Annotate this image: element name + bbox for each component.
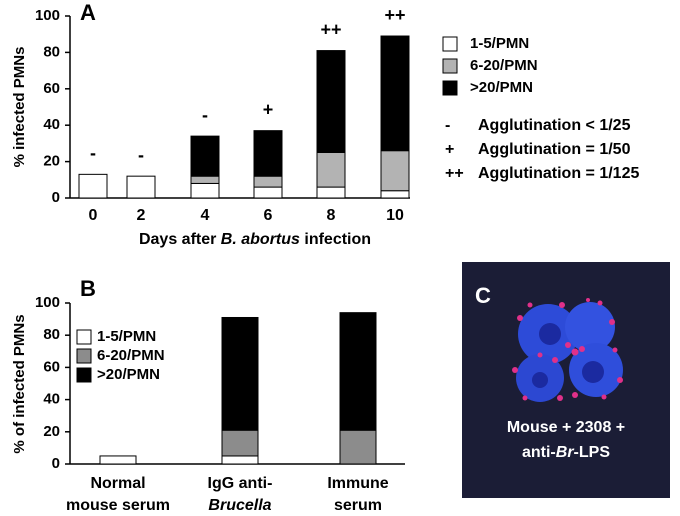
- y-tick-label: 0: [52, 455, 60, 472]
- micrograph-background: [462, 262, 670, 498]
- x-tick-label: Brucella: [208, 497, 271, 514]
- caption: Mouse + 2308 +: [507, 419, 625, 436]
- x-axis-label-part: B. abortus: [221, 231, 300, 248]
- bar-segment: [99, 455, 137, 465]
- bar-segment: [339, 429, 377, 465]
- legend-swatch: [442, 58, 458, 74]
- bar-segment: [253, 130, 283, 177]
- x-tick-label: mouse serum: [66, 497, 170, 514]
- bar-segment: [221, 429, 259, 457]
- bar-segment: [190, 182, 220, 199]
- legend-swatch: [76, 348, 92, 364]
- legend-label: >20/PMN: [97, 366, 160, 383]
- legend-swatch: [76, 367, 92, 383]
- x-tick-label: 4: [201, 207, 210, 224]
- y-tick-label: 40: [43, 391, 60, 408]
- legend-label: 6-20/PMN: [97, 347, 165, 364]
- bar-segment: [316, 186, 346, 199]
- image-panel: C Mouse + 2308 + anti-Br-LPS: [462, 262, 670, 498]
- x-tick-label: serum: [334, 497, 382, 514]
- legend-label: 1-5/PMN: [470, 35, 529, 52]
- x-axis-label-part: infection: [300, 231, 371, 248]
- panel-label: C: [475, 283, 491, 308]
- agglutination-annotation: -: [90, 143, 96, 163]
- x-tick-label: 2: [137, 207, 146, 224]
- agglutination-annotation: -: [202, 105, 208, 125]
- legend-swatch: [76, 329, 92, 345]
- y-tick-label: 100: [35, 7, 60, 24]
- x-tick-label: 10: [386, 207, 404, 224]
- y-tick-label: 80: [43, 326, 60, 343]
- key-text: Agglutination = 1/50: [478, 141, 631, 158]
- y-tick-label: 20: [43, 153, 60, 170]
- y-axis-label: % of infected PMNs: [11, 314, 28, 453]
- key-text: Agglutination = 1/125: [478, 165, 639, 182]
- legend-label: >20/PMN: [470, 79, 533, 96]
- key-symbol: +: [445, 141, 454, 158]
- bar-segment: [380, 150, 410, 192]
- agglutination-annotation: ++: [384, 5, 405, 25]
- y-tick-label: 0: [52, 189, 60, 206]
- bar-segment: [221, 455, 259, 465]
- y-tick-label: 20: [43, 423, 60, 440]
- bar-segment: [221, 316, 259, 431]
- x-tick-label: 8: [327, 207, 336, 224]
- x-axis-label: Days after B. abortus infection: [139, 231, 371, 248]
- legend-swatch: [442, 36, 458, 52]
- agglutination-annotation: -: [138, 145, 144, 165]
- y-tick-label: 100: [35, 294, 60, 311]
- x-tick-label: Immune: [327, 475, 388, 492]
- key-symbol: -: [445, 117, 450, 134]
- agglutination-annotation: ++: [320, 19, 341, 39]
- y-tick-label: 40: [43, 116, 60, 133]
- caption: anti-Br-LPS: [522, 444, 610, 461]
- bar-segment: [253, 175, 283, 188]
- legend-swatch: [442, 80, 458, 96]
- x-tick-label: 0: [89, 207, 98, 224]
- bar-segment: [380, 35, 410, 152]
- key-text: Agglutination < 1/25: [478, 117, 631, 134]
- legend-label: 6-20/PMN: [470, 57, 538, 74]
- agglutination-annotation: +: [263, 99, 274, 119]
- bar-segment: [339, 312, 377, 431]
- bar-segment: [316, 152, 346, 188]
- y-tick-label: 80: [43, 43, 60, 60]
- bar-segment: [316, 50, 346, 153]
- x-tick-label: 6: [264, 207, 273, 224]
- y-tick-label: 60: [43, 80, 60, 97]
- bar-segment: [126, 175, 156, 199]
- y-tick-label: 60: [43, 358, 60, 375]
- key-symbol: ++: [445, 165, 464, 182]
- bar-segment: [78, 173, 108, 199]
- x-tick-label: Normal: [90, 475, 145, 492]
- bar-segment: [253, 186, 283, 199]
- x-tick-label: IgG anti-: [208, 475, 273, 492]
- bar-segment: [380, 190, 410, 199]
- legend-label: 1-5/PMN: [97, 328, 156, 345]
- cells: [512, 298, 623, 402]
- x-axis-label-part: Days after: [139, 231, 221, 248]
- panel-label: A: [80, 0, 96, 25]
- bar-segment: [190, 175, 220, 184]
- bar-segment: [190, 135, 220, 177]
- panel-label: B: [80, 276, 96, 301]
- y-axis-label: % infected PMNs: [11, 47, 28, 168]
